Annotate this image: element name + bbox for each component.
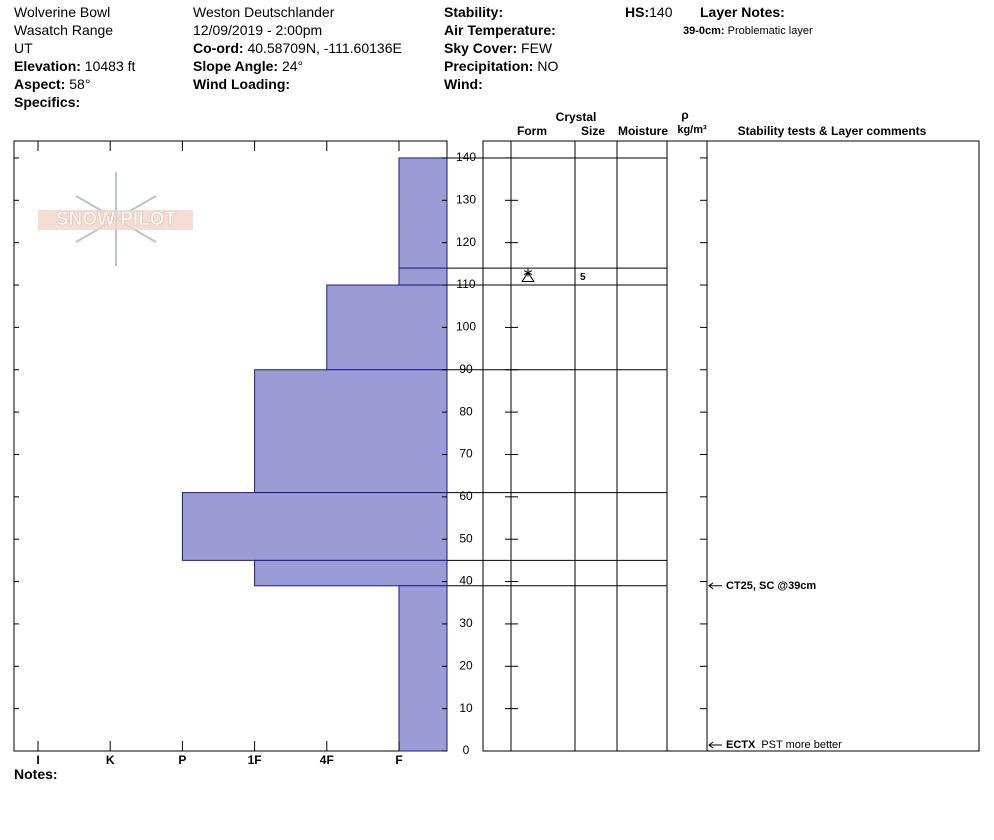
layer-notes: Layer Notes: — [700, 4, 785, 20]
value: 24° — [281, 58, 304, 74]
y-tick-label: 40 — [459, 574, 473, 588]
y-tick-label: 130 — [456, 192, 476, 206]
hardness-bar — [398, 267, 448, 286]
label: HS: — [625, 4, 650, 20]
value: 58° — [69, 76, 91, 92]
slope: Slope Angle: 24° — [193, 58, 303, 74]
value: 10483 ft — [84, 58, 136, 74]
state: UT — [14, 40, 33, 56]
column-header: ρ — [681, 108, 688, 122]
range: Wasatch Range — [14, 22, 114, 38]
y-tick-label: 100 — [456, 320, 476, 334]
x-tick-label: 1F — [248, 753, 262, 767]
test-arrow — [708, 582, 722, 590]
hardness-bar — [398, 585, 448, 752]
y-tick-label: 140 — [456, 150, 476, 164]
layer-note: 39-0cm: Problematic layer — [683, 23, 813, 39]
test-label: CT25, SC @39cm — [726, 580, 816, 592]
precip: Precipitation: NO — [444, 58, 558, 74]
test-code: ECTX — [726, 739, 756, 751]
table-frame — [482, 140, 980, 752]
y-tick-label: 20 — [459, 658, 473, 672]
y-tick-label: 120 — [456, 235, 476, 249]
stability: Stability: — [444, 4, 504, 20]
test-code: CT25, SC @39cm — [726, 580, 816, 592]
notes: Notes: — [14, 766, 58, 782]
hs: HS:140 — [625, 4, 672, 20]
value: 140 — [649, 4, 673, 20]
x-tick-label: P — [178, 753, 186, 767]
value: FEW — [521, 40, 553, 56]
y-tick-label: 110 — [456, 277, 475, 291]
x-tick-label: 4F — [320, 753, 334, 767]
sky: Sky Cover: FEW — [444, 40, 552, 56]
label: Slope Angle: — [193, 58, 279, 74]
observer: Weston Deutschlander — [193, 4, 335, 20]
y-tick-label: 0 — [463, 743, 470, 757]
column-header: Size — [581, 124, 605, 138]
y-tick-label: 10 — [459, 701, 473, 715]
y-tick-label: 80 — [459, 404, 473, 418]
value: Problematic layer — [727, 25, 813, 37]
column-lines — [510, 141, 708, 751]
label: 39-0cm: — [683, 25, 725, 37]
grain-size: 5 — [580, 272, 586, 283]
test-arrow — [708, 741, 722, 749]
location: Wolverine Bowl — [14, 4, 111, 20]
label: Precipitation: — [444, 58, 534, 74]
specifics: Specifics: — [14, 94, 81, 110]
y-tick-label: 30 — [459, 616, 473, 630]
datetime: 12/09/2019 - 2:00pm — [193, 22, 323, 38]
column-header: Moisture — [618, 124, 668, 138]
logo-text: SNOW PILOT — [56, 209, 177, 230]
hardness-bar — [254, 369, 448, 494]
hardness-bar — [254, 559, 448, 587]
y-tick-label: 50 — [459, 531, 473, 545]
column-header: Stability tests & Layer comments — [738, 124, 927, 138]
logo-band — [38, 210, 193, 230]
y-tick-label: 60 — [459, 489, 473, 503]
hardness-bar — [326, 284, 448, 371]
label: Aspect: — [14, 76, 66, 92]
x-tick-label: K — [106, 753, 115, 767]
test-label: ECTX PST more better — [726, 739, 842, 751]
label: Sky Cover: — [444, 40, 518, 56]
column-header: kg/m³ — [677, 124, 707, 136]
elevation: Elevation: 10483 ft — [14, 58, 135, 74]
hardness-bar — [398, 157, 448, 269]
x-tick-label: I — [36, 753, 39, 767]
air-temp: Air Temperature: — [444, 22, 556, 38]
hardness-bar — [181, 492, 448, 561]
value: NO — [537, 58, 559, 74]
wind: Wind: — [444, 76, 483, 92]
x-tick-label: F — [395, 753, 402, 767]
grain-form — [521, 268, 535, 283]
column-header: Crystal — [556, 110, 597, 124]
column-header: Form — [517, 124, 547, 138]
test-comment: PST more better — [761, 739, 842, 751]
y-tick-label: 90 — [459, 362, 473, 376]
coord: Co-ord: 40.58709N, -111.60136E — [193, 40, 402, 56]
aspect: Aspect: 58° — [14, 76, 90, 92]
y-tick-label: 70 — [459, 447, 473, 461]
label: Co-ord: — [193, 40, 244, 56]
wind-loading: Wind Loading: — [193, 76, 291, 92]
label: Elevation: — [14, 58, 81, 74]
value: 40.58709N, -111.60136E — [247, 40, 402, 56]
